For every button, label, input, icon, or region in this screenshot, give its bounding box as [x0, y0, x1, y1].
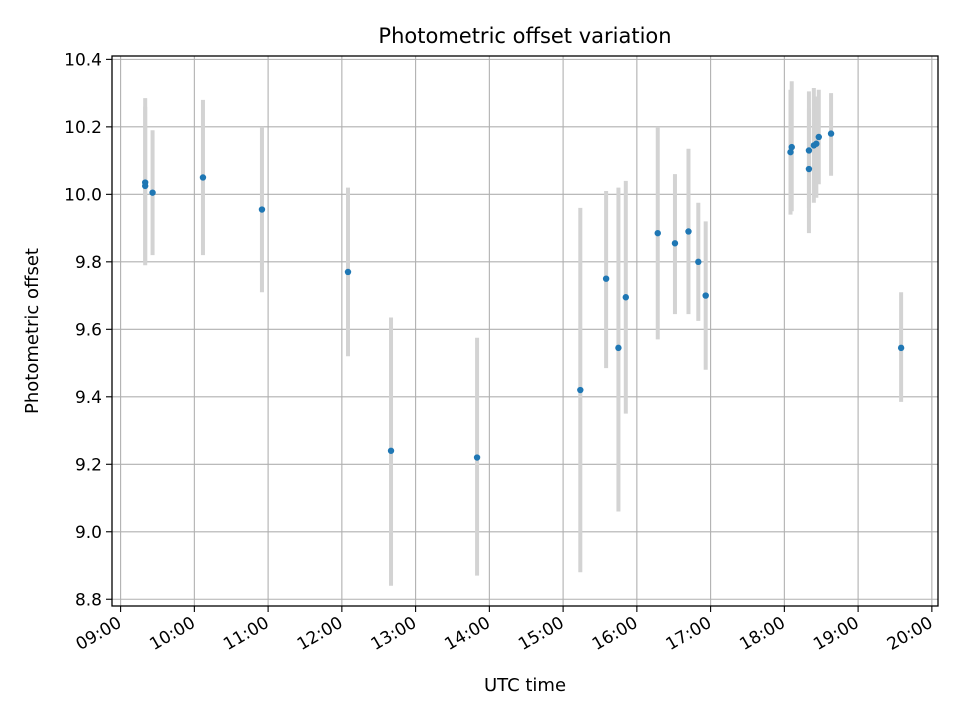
y-axis-ticks: 8.8 9.0 9.2 9.4 9.6 9.8 10.0 10.2 10.4	[64, 50, 112, 610]
data-point	[199, 174, 207, 181]
y-tick-label: 8.8	[75, 590, 102, 610]
data-point	[702, 292, 709, 299]
x-tick-label: 20:00	[884, 613, 936, 655]
data-point	[258, 206, 266, 213]
x-tick-label: 14:00	[441, 613, 493, 655]
data-point	[473, 454, 481, 461]
y-tick-label: 10.2	[64, 118, 102, 138]
data-point	[827, 130, 835, 137]
data-point	[897, 344, 905, 352]
y-tick-label: 9.8	[75, 253, 102, 273]
x-tick-label: 09:00	[73, 613, 125, 655]
data-point	[149, 189, 156, 196]
errorbar-layer	[143, 81, 904, 586]
data-point	[805, 165, 813, 173]
data-point	[685, 228, 692, 235]
x-tick-label: 18:00	[736, 613, 788, 655]
data-point	[622, 294, 629, 301]
y-tick-label: 10.4	[64, 50, 102, 70]
x-tick-label: 17:00	[663, 613, 715, 655]
data-point	[695, 258, 702, 266]
data-point	[141, 182, 149, 190]
data-point	[577, 386, 584, 394]
data-point	[813, 140, 820, 147]
y-tick-label: 9.4	[75, 388, 102, 408]
grid-layer	[112, 56, 938, 606]
x-tick-label: 12:00	[294, 613, 346, 655]
y-tick-label: 9.2	[75, 455, 102, 475]
y-axis-label: Photometric offset	[22, 248, 43, 414]
data-point	[805, 147, 813, 154]
data-point	[788, 143, 795, 151]
y-tick-label: 9.0	[75, 523, 102, 543]
data-point	[815, 133, 822, 141]
data-point	[387, 447, 395, 454]
point-layer	[141, 130, 905, 461]
data-point	[787, 148, 794, 156]
x-tick-label: 10:00	[146, 613, 198, 655]
plot-frame	[111, 55, 939, 607]
data-point	[615, 344, 622, 352]
x-axis-ticks: 09:00 10:00 11:00 12:00 13:00 14:00 15:00 16:00…	[73, 606, 936, 655]
x-tick-label: 19:00	[810, 613, 862, 655]
x-tick-label: 16:00	[589, 613, 641, 655]
y-tick-label: 10.0	[64, 185, 102, 205]
data-point	[344, 268, 352, 276]
x-tick-label: 13:00	[368, 613, 420, 655]
x-tick-label: 11:00	[220, 613, 272, 655]
x-axis-label: UTC time	[484, 675, 566, 696]
x-tick-label: 15:00	[515, 613, 567, 655]
data-point	[602, 275, 610, 282]
y-tick-label: 9.6	[75, 320, 102, 340]
chart-title: Photometric offset variation	[378, 24, 671, 48]
data-point	[654, 229, 661, 237]
data-point	[671, 240, 679, 247]
